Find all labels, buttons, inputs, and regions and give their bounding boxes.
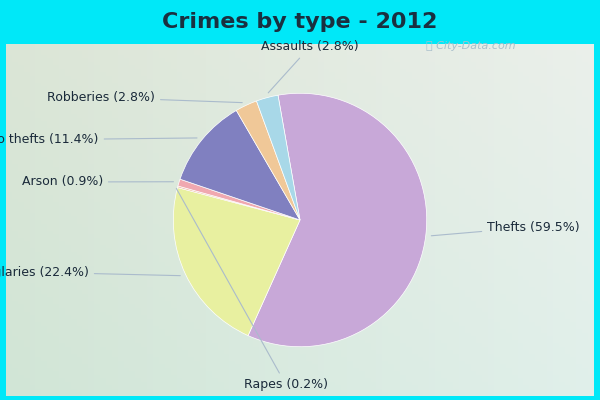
- Wedge shape: [256, 95, 300, 220]
- Wedge shape: [236, 101, 300, 220]
- Text: Auto thefts (11.4%): Auto thefts (11.4%): [0, 133, 197, 146]
- Text: Arson (0.9%): Arson (0.9%): [22, 176, 173, 188]
- Text: Thefts (59.5%): Thefts (59.5%): [431, 220, 580, 236]
- Text: Robberies (2.8%): Robberies (2.8%): [47, 91, 242, 104]
- Wedge shape: [178, 179, 300, 220]
- Wedge shape: [180, 110, 300, 220]
- Wedge shape: [248, 93, 427, 347]
- Text: Crimes by type - 2012: Crimes by type - 2012: [163, 12, 437, 32]
- Text: Assaults (2.8%): Assaults (2.8%): [261, 40, 359, 93]
- Text: Burglaries (22.4%): Burglaries (22.4%): [0, 266, 180, 278]
- Text: ⓘ City-Data.com: ⓘ City-Data.com: [426, 41, 515, 51]
- Text: Rapes (0.2%): Rapes (0.2%): [176, 188, 328, 391]
- Wedge shape: [173, 188, 300, 336]
- Wedge shape: [178, 186, 300, 220]
